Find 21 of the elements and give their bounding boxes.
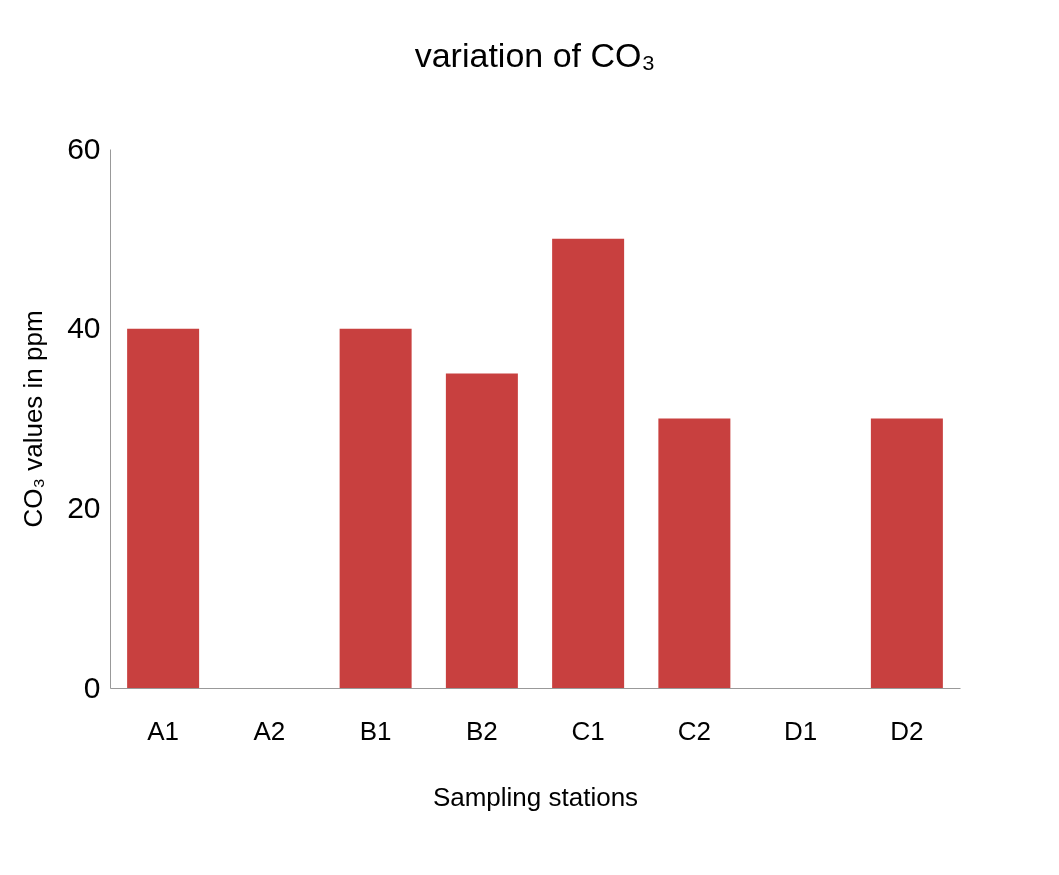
- x-tick-label: A1: [147, 715, 180, 746]
- x-axis-title: Sampling stations: [432, 781, 639, 812]
- x-tick-label: C2: [677, 715, 711, 746]
- chart-title: variation of CO₃: [414, 36, 656, 74]
- y-tick-label: 60: [67, 131, 101, 165]
- bar: [552, 238, 625, 688]
- y-tick-label: 40: [67, 311, 101, 345]
- x-tick-label: D1: [784, 715, 818, 746]
- bar: [445, 373, 518, 688]
- bar: [339, 328, 412, 688]
- y-tick-label: 20: [67, 490, 101, 524]
- bar: [658, 418, 731, 688]
- x-tick-label: D2: [890, 715, 924, 746]
- x-tick-label: A2: [253, 715, 286, 746]
- x-tick-label: C1: [571, 715, 605, 746]
- y-axis-title: CO₃ values in ppm: [18, 310, 49, 528]
- x-tick-label: B1: [359, 715, 392, 746]
- bar: [870, 418, 943, 688]
- bar: [127, 328, 200, 688]
- y-tick-label: 0: [83, 670, 101, 704]
- x-tick-label: B2: [465, 715, 498, 746]
